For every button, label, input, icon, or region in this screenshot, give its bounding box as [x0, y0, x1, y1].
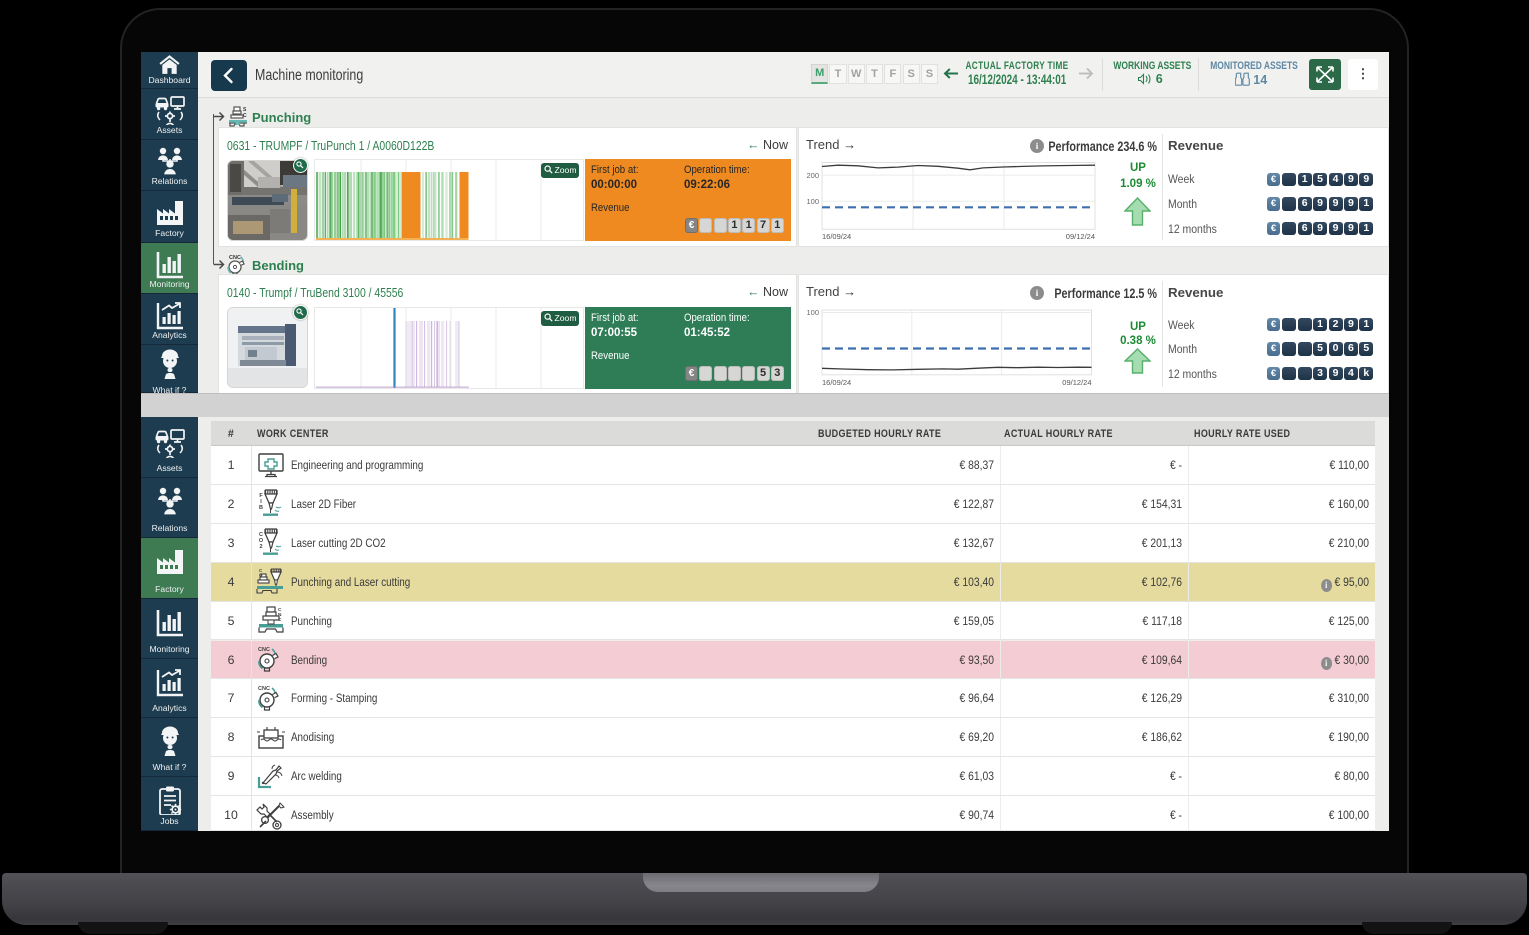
svg-text:09/12/24: 09/12/24 — [1066, 232, 1095, 241]
svg-text:O: O — [259, 573, 263, 578]
svg-text:CNC: CNC — [258, 686, 270, 692]
svg-text:CNC: CNC — [229, 255, 241, 261]
svg-text:F: F — [259, 493, 263, 499]
svg-text:B: B — [259, 505, 263, 511]
svg-text:I: I — [260, 499, 262, 505]
svg-text:C: C — [259, 568, 263, 573]
svg-text:S: S — [243, 107, 247, 113]
svg-text:16/09/24: 16/09/24 — [822, 232, 851, 241]
svg-text:100: 100 — [806, 197, 819, 206]
svg-text:09/12/24: 09/12/24 — [1062, 378, 1091, 387]
svg-text:2: 2 — [259, 544, 262, 550]
svg-text:N: N — [278, 612, 282, 618]
svg-text:200: 200 — [806, 171, 819, 180]
svg-text:C: C — [278, 607, 282, 613]
svg-text:16/09/24: 16/09/24 — [822, 378, 851, 387]
svg-text:C: C — [278, 617, 282, 623]
svg-text:100: 100 — [806, 308, 819, 317]
svg-text:O: O — [259, 538, 264, 544]
svg-text:C: C — [243, 113, 247, 119]
svg-text:CNC: CNC — [258, 647, 270, 653]
svg-text:C: C — [259, 532, 263, 538]
